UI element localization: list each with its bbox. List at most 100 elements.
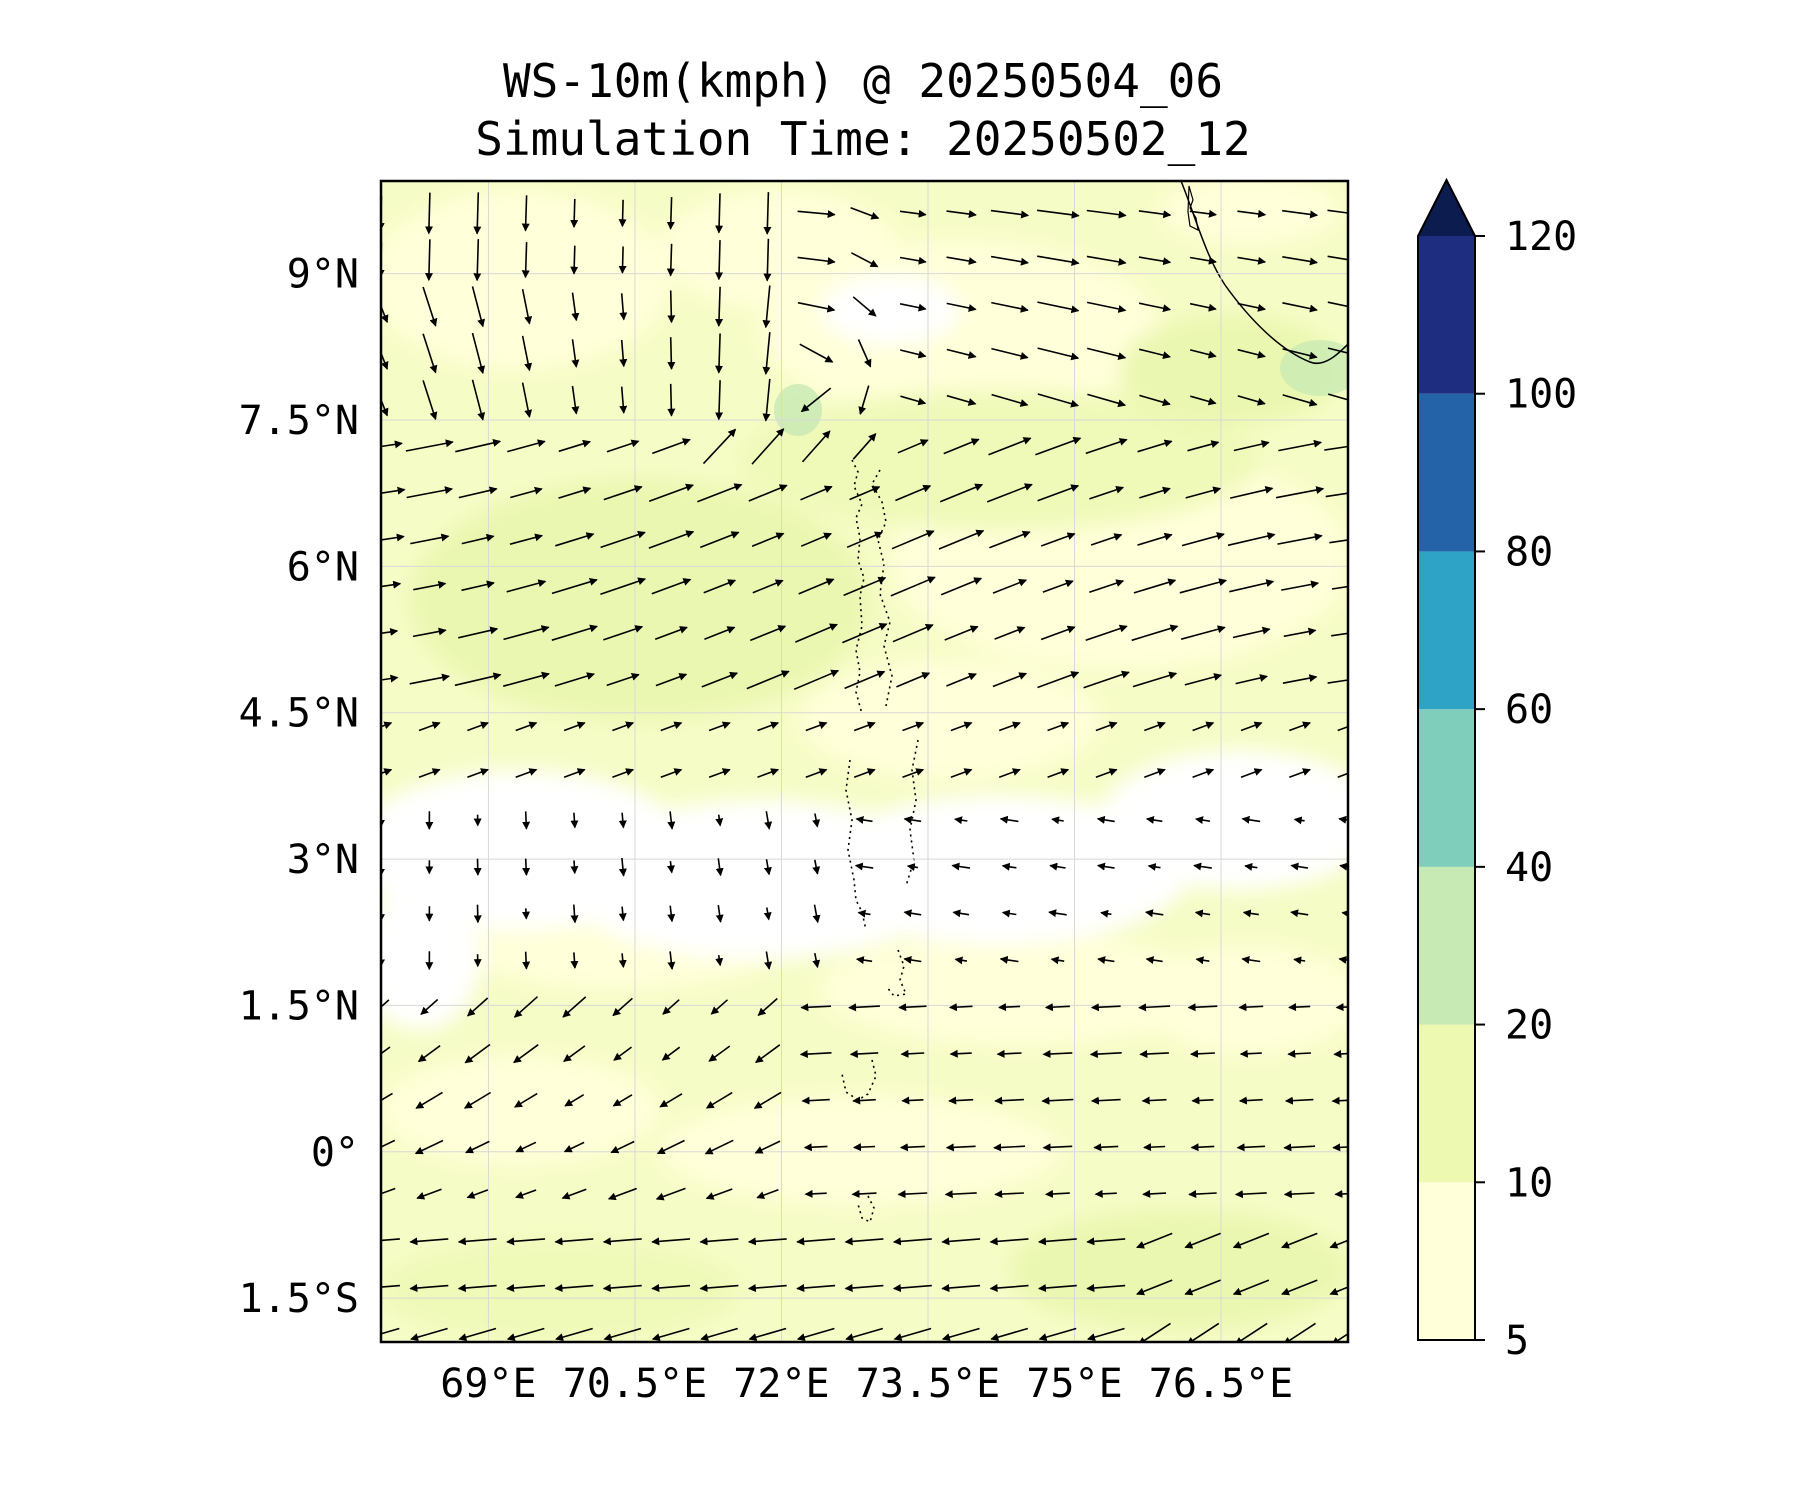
wind-arrow bbox=[473, 239, 482, 282]
wind-arrow bbox=[803, 1143, 828, 1152]
wind-arrow bbox=[515, 721, 538, 732]
wind-arrow bbox=[850, 207, 880, 220]
wind-arrow bbox=[946, 302, 977, 312]
wind-arrow bbox=[1087, 1327, 1125, 1341]
colorbar-extend-arrow bbox=[1418, 180, 1475, 236]
wind-arrow bbox=[1289, 768, 1311, 778]
wind-arrow bbox=[1327, 347, 1348, 354]
wind-arrow bbox=[851, 1189, 877, 1198]
wind-arrow bbox=[381, 1327, 400, 1335]
wind-arrow bbox=[812, 859, 821, 875]
wind-arrow bbox=[1095, 768, 1118, 778]
wind-arrow bbox=[655, 1187, 686, 1201]
wind-arrow bbox=[1037, 484, 1080, 502]
wind-arrow bbox=[1190, 1143, 1215, 1152]
wind-arrow bbox=[654, 626, 688, 640]
wind-arrow bbox=[465, 1140, 490, 1154]
wind-arrow bbox=[715, 814, 724, 827]
wind-arrow bbox=[844, 1284, 884, 1293]
wind-arrow bbox=[1241, 815, 1261, 824]
wind-arrow bbox=[1037, 671, 1080, 689]
wind-arrow bbox=[1095, 721, 1118, 732]
wind-arrow bbox=[1138, 302, 1172, 313]
wind-arrow bbox=[988, 437, 1032, 456]
wind-arrow bbox=[715, 333, 724, 374]
wind-arrow bbox=[1283, 627, 1317, 638]
wind-arrow bbox=[748, 1327, 787, 1341]
wind-arrow bbox=[989, 1284, 1029, 1293]
wind-arrow bbox=[1329, 1286, 1348, 1296]
wind-arrow bbox=[797, 210, 836, 219]
wind-arrow bbox=[852, 1096, 876, 1105]
wind-arrow bbox=[381, 397, 389, 417]
wind-arrow bbox=[1087, 347, 1127, 361]
wind-arrow bbox=[844, 1237, 884, 1246]
wind-arrow bbox=[700, 531, 740, 549]
wind-arrow bbox=[1144, 909, 1164, 918]
wind-arrow bbox=[1037, 393, 1079, 408]
wind-arrow bbox=[607, 1187, 637, 1201]
wind-arrow bbox=[763, 859, 772, 876]
wind-arrow bbox=[1179, 578, 1228, 594]
wind-arrow bbox=[415, 1091, 443, 1109]
wind-arrow bbox=[1282, 674, 1318, 684]
wind-arrow bbox=[1194, 909, 1211, 918]
wind-arrow bbox=[1233, 440, 1270, 452]
wind-arrow bbox=[946, 394, 977, 406]
wind-arrow bbox=[701, 671, 739, 688]
wind-arrow bbox=[843, 576, 887, 597]
wind-arrow bbox=[1283, 1143, 1316, 1152]
wind-arrow bbox=[1189, 209, 1217, 218]
wind-arrow bbox=[1087, 393, 1127, 408]
wind-arrow bbox=[1100, 909, 1112, 918]
y-tick-label: 3°N bbox=[287, 837, 359, 883]
x-tick-label: 73.5°E bbox=[856, 1361, 1001, 1407]
wind-arrow bbox=[381, 999, 390, 1008]
wind-arrow bbox=[752, 579, 784, 594]
island-outline bbox=[841, 1059, 877, 1101]
wind-arrow bbox=[554, 1284, 594, 1293]
wind-arrow bbox=[757, 721, 780, 732]
wind-arrow bbox=[1090, 1003, 1121, 1012]
wind-arrow bbox=[1133, 578, 1177, 594]
colorbar-segment bbox=[1418, 866, 1475, 1025]
wind-arrow bbox=[1094, 1189, 1117, 1198]
wind-arrow bbox=[1329, 539, 1348, 544]
wind-arrow bbox=[812, 813, 821, 828]
wind-arrow bbox=[619, 293, 628, 321]
wind-arrow bbox=[799, 343, 834, 363]
y-tick-label: 0° bbox=[311, 1130, 359, 1176]
wind-arrow bbox=[699, 1284, 739, 1293]
island-outline bbox=[851, 459, 865, 715]
colorbar-tick-label: 5 bbox=[1505, 1318, 1529, 1364]
x-tick-label: 75°E bbox=[1026, 1361, 1122, 1407]
wind-arrow bbox=[1086, 1237, 1126, 1246]
wind-arrow bbox=[842, 623, 888, 644]
wind-arrow bbox=[700, 1327, 738, 1341]
wind-arrow bbox=[1195, 816, 1211, 825]
wind-arrow bbox=[570, 245, 579, 275]
wind-arrow bbox=[1232, 1279, 1270, 1296]
wind-arrow bbox=[667, 811, 676, 830]
wind-arrow bbox=[1138, 256, 1172, 266]
wind-arrow bbox=[1187, 1003, 1218, 1012]
wind-arrow bbox=[754, 1140, 781, 1154]
wind-arrow bbox=[1001, 862, 1017, 871]
wind-arrow bbox=[667, 905, 676, 923]
wind-arrow bbox=[1234, 1190, 1267, 1199]
wind-arrow bbox=[951, 862, 971, 871]
wind-arrow bbox=[558, 486, 592, 499]
wind-arrow bbox=[648, 530, 695, 549]
wind-arrow bbox=[1086, 301, 1127, 313]
wind-arrow bbox=[570, 198, 579, 228]
wind-arrow bbox=[554, 1237, 594, 1246]
wind-arrow bbox=[1036, 209, 1080, 219]
wind-arrow bbox=[570, 860, 579, 875]
chart-title: WS-10m(kmph) @ 20250504_06 bbox=[502, 54, 1224, 108]
wind-arrow bbox=[570, 952, 579, 969]
wind-arrow bbox=[618, 812, 627, 829]
wind-arrow bbox=[555, 532, 595, 547]
wind-arrow bbox=[1139, 1049, 1169, 1058]
colorbar-tick-label: 80 bbox=[1505, 529, 1553, 575]
wind-arrow bbox=[1139, 486, 1171, 499]
